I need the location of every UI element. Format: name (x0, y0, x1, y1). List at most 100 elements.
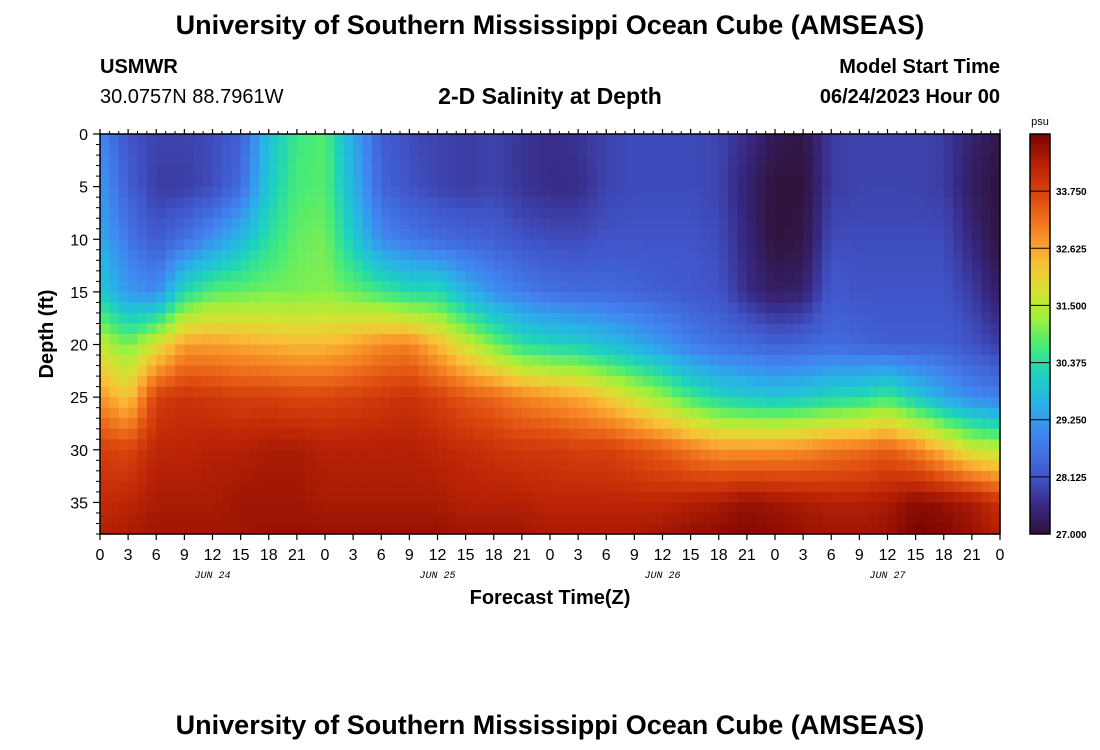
heatmap-cell (709, 512, 720, 525)
heatmap-cell (784, 270, 795, 282)
heatmap-cell (803, 397, 814, 409)
heatmap-cell (915, 270, 926, 282)
heatmap-cell (100, 176, 110, 188)
heatmap-cell (971, 249, 982, 261)
heatmap-cell (437, 218, 448, 230)
heatmap-cell (146, 449, 157, 461)
heatmap-cell (934, 207, 945, 219)
heatmap-cell (175, 218, 185, 230)
heatmap-cell (831, 186, 842, 198)
heatmap-cell (587, 418, 598, 430)
heatmap-cell (718, 228, 729, 240)
heatmap-cell (943, 449, 954, 461)
heatmap-cell (821, 302, 832, 314)
heatmap-cell (709, 365, 720, 377)
heatmap-cell (625, 376, 635, 388)
heatmap-cell (400, 302, 410, 314)
heatmap-cell (540, 397, 551, 409)
heatmap-cell (400, 134, 410, 146)
heatmap-cell (371, 291, 382, 304)
heatmap-cell (221, 334, 232, 346)
heatmap-cell (540, 407, 551, 419)
heatmap-cell (990, 460, 1001, 472)
heatmap-cell (484, 481, 495, 493)
heatmap-cell (756, 365, 767, 377)
heatmap-cell (981, 355, 992, 367)
heatmap-cell (653, 281, 664, 293)
heatmap-cell (465, 144, 476, 156)
heatmap-cell (962, 428, 973, 440)
heatmap-cell (840, 291, 851, 304)
x-axis: 0 3 6 9 12 15 18 21 0 3 6 9 12 15 18 21 0 3 6 9 12 15 18 21 0 3 6 9… (96, 129, 1005, 582)
heatmap-cell (184, 365, 195, 377)
heatmap-cell (353, 228, 364, 240)
heatmap-cell (756, 428, 767, 440)
heatmap-cell (578, 376, 589, 388)
heatmap-cell (212, 344, 223, 356)
heatmap-cell (793, 355, 804, 367)
heatmap-cell (550, 407, 560, 419)
heatmap-cell (306, 502, 317, 514)
heatmap-cell (240, 334, 251, 346)
heatmap-cell (681, 165, 692, 177)
heatmap-cell (456, 144, 467, 156)
heatmap-cell (550, 155, 560, 167)
heatmap-cell (390, 376, 401, 388)
heatmap-cell (362, 197, 373, 209)
heatmap-cell (681, 418, 692, 430)
colorbar-tick-label: 31.500 (1056, 301, 1087, 312)
heatmap-cell (925, 334, 935, 346)
heatmap-cell (850, 323, 860, 335)
heatmap-cell (231, 323, 242, 335)
heatmap-cell (475, 155, 485, 167)
heatmap-cell (400, 176, 410, 188)
heatmap-cell (559, 365, 570, 377)
heatmap-cell (146, 155, 157, 167)
heatmap-cell (737, 460, 748, 472)
heatmap-cell (850, 502, 860, 514)
heatmap-cell (878, 470, 889, 482)
heatmap-cell (821, 376, 832, 388)
heatmap-cell (671, 323, 682, 335)
heatmap-cell (775, 407, 785, 419)
heatmap-cell (550, 386, 560, 398)
heatmap-cell (615, 218, 626, 230)
heatmap-cell (465, 491, 476, 504)
heatmap-cell (212, 365, 223, 377)
heatmap-cell (784, 155, 795, 167)
heatmap-cell (521, 134, 532, 146)
heatmap-cell (484, 249, 495, 261)
heatmap-cell (596, 281, 607, 293)
heatmap-cell (540, 334, 551, 346)
heatmap-cell (653, 260, 664, 272)
heatmap-cell (259, 186, 270, 198)
heatmap-cell (156, 523, 167, 535)
heatmap-cell (840, 186, 851, 198)
heatmap-cell (821, 512, 832, 525)
heatmap-cell (259, 418, 270, 430)
heatmap-cell (775, 260, 785, 272)
heatmap-cell (625, 491, 635, 504)
heatmap-cell (868, 291, 879, 304)
heatmap-cell (681, 470, 692, 482)
heatmap-cell (690, 176, 701, 188)
heatmap-cell (146, 176, 157, 188)
heatmap-cell (409, 418, 420, 430)
heatmap-cell (784, 355, 795, 367)
heatmap-cell (971, 407, 982, 419)
heatmap-cell (821, 491, 832, 504)
heatmap-cell (540, 218, 551, 230)
heatmap-cell (118, 323, 129, 335)
heatmap-cell (503, 376, 514, 388)
heatmap-cell (756, 386, 767, 398)
heatmap-cell (250, 228, 260, 240)
heatmap-cell (531, 144, 542, 156)
heatmap-cell (934, 228, 945, 240)
heatmap-cell (146, 312, 157, 325)
heatmap-cell (381, 207, 392, 219)
heatmap-cell (812, 512, 823, 525)
heatmap-cell (728, 439, 739, 451)
heatmap-cell (634, 449, 645, 461)
heatmap-cell (137, 397, 148, 409)
heatmap-cell (409, 428, 420, 440)
